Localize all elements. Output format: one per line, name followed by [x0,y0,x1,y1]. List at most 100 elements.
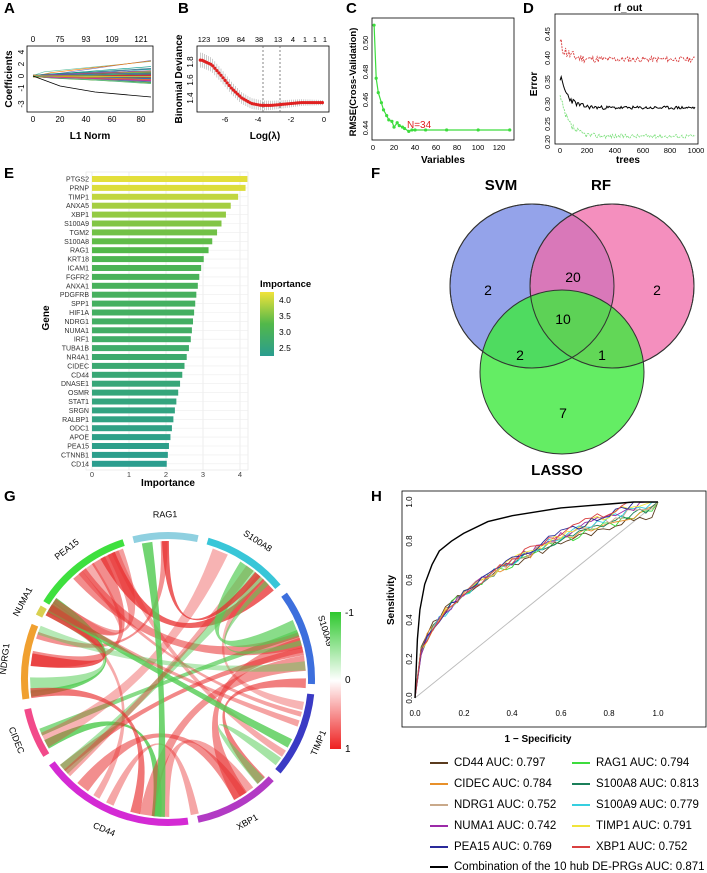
legend-swatch [430,762,448,764]
legend-text: S100A9 AUC: 0.779 [596,799,699,811]
gene-label-osmr: OSMR [68,390,89,397]
gene-label-ndrg1: NDRG1 [64,319,89,326]
panel-h-x-tick: 0.8 [603,709,615,718]
panel-a-x-tick: 40 [82,115,91,124]
panel-a-y-tick: 4 [17,49,26,54]
importance-bar-ndrg1 [92,318,193,324]
panel-c-x-tick: 40 [411,143,419,152]
panel-d-title: rf_out [614,3,643,14]
panel-b-x-label: Log(λ) [250,131,281,142]
panel-e-colorbar [260,292,274,356]
panel-e-x-tick: 1 [127,470,131,479]
panel-b-y-label: Binomial Deviance [175,34,185,123]
roc-legend-combination: Combination of the 10 hub DE-PRGs AUC: 0… [430,861,705,873]
gene-label-srgn: SRGN [69,408,89,415]
panel-f-venn: SVM RF LASSO 2 2 7 20 2 1 10 [370,168,707,488]
importance-bar-cd44 [92,372,182,378]
panel-d-frame [555,14,698,144]
rmse-point [403,127,406,130]
panel-e-gene-labels: PTGS2PRNPTIMP1ANXA5XBP1S100A9TGM2S100A8R… [60,177,90,469]
panel-c-x-tick: 20 [390,143,398,152]
sector-label-cidec: CIDEC [7,725,27,755]
rmse-point [477,128,480,131]
gene-label-ctnnb1: CTNNB1 [61,452,89,459]
panel-a-y-tick: -3 [17,100,26,108]
gene-label-timp1: TIMP1 [68,194,89,201]
gene-label-prnp: PRNP [70,185,90,192]
importance-bar-pea15 [92,443,169,449]
panel-e-legend-tick: 3.0 [279,327,291,337]
panel-g-colorbar [330,612,341,749]
panel-d-oob-error-line [560,77,695,110]
rmse-point [390,120,393,123]
panel-b-points [199,59,324,107]
panel-c-points [372,24,511,133]
panel-a-y-tick: -1 [17,84,26,92]
importance-bar-cd14 [92,461,167,467]
legend-text: CIDEC AUC: 0.784 [454,778,552,790]
panel-c-x-tick: 100 [472,143,485,152]
legend-swatch [430,866,448,868]
panel-d-y-tick: 0.35 [545,75,552,89]
legend-swatch [430,804,448,806]
panel-e-x-label: Importance [141,478,195,488]
panel-h-y-tick: 0.4 [405,614,414,626]
panel-d-x-tick: 0 [558,146,562,155]
gene-label-ralbp1: RALBP1 [62,417,89,424]
gene-label-icam1: ICAM1 [68,266,90,273]
gene-label-irf1: IRF1 [74,337,89,344]
roc-legend-cd44: CD44 AUC: 0.797 [430,757,545,769]
panel-h-x-tick: 0.4 [506,709,518,718]
gene-label-spp1: SPP1 [71,301,89,308]
panel-h-y-tick: 1.0 [405,496,414,508]
rmse-point [372,24,375,27]
panel-e-legend-tick: 3.5 [279,311,291,321]
gene-label-tuba1b: TUBA1B [62,346,90,353]
panel-e-y-label: Gene [41,305,52,330]
rmse-point [396,121,399,124]
importance-bar-anxa5 [92,203,231,209]
gene-label-krt18: KRT18 [67,257,89,264]
panel-a-y-tick: 2 [17,61,26,66]
panel-d-y-tick: 0.45 [545,27,552,41]
gene-label-cd44: CD44 [71,372,89,379]
panel-g-legend-tick: 0 [345,675,351,686]
roc-legend-timp1: TIMP1 AUC: 0.791 [572,820,692,832]
panel-h-roc-curves: 0.0 0.2 0.4 0.6 0.8 1.0 0.0 0.2 0.4 0.6 … [380,490,707,755]
importance-bar-tuba1b [92,345,189,351]
importance-bar-odc1 [92,425,172,431]
gene-label-apoe: APOE [70,435,90,442]
rmse-point [392,125,395,128]
importance-bar-irf1 [92,336,191,342]
panel-b-binomial-deviance: 123 109 84 38 13 4 1 1 1 -6 -4 -2 0 1.8 … [175,0,345,160]
sector-arc-numa1 [36,606,47,618]
panel-a-x-tick: 60 [108,115,117,124]
rmse-point [377,91,380,94]
gene-label-hif1a: HIF1A [69,310,89,317]
importance-bar-s100a9 [92,221,222,227]
importance-bar-icam1 [92,265,201,271]
panel-e-x-tick: 0 [90,470,94,479]
panel-h-y-tick: 0.2 [405,653,414,665]
panel-h-x-tick: 0.0 [409,709,421,718]
panel-b-x-tick: -4 [255,115,262,124]
panel-e-x-tick: 4 [238,470,242,479]
legend-text: CD44 AUC: 0.797 [454,757,545,769]
panel-b-top-tick: 109 [217,35,230,44]
panel-c-x-tick: 80 [453,143,461,152]
panel-d-x-tick: 800 [664,146,677,155]
panel-e-legend-tick: 4.0 [279,295,291,305]
panel-b-y-tick: 1.4 [186,92,195,104]
venn-count-svm-only: 2 [484,282,492,298]
importance-bar-hif1a [92,310,194,316]
panel-b-x-tick: -2 [288,115,295,124]
panel-b-top-tick: 13 [274,35,282,44]
sector-label-timp1: TIMP1 [309,729,329,757]
legend-swatch [430,783,448,785]
panel-h-x-label: 1 − Specificity [505,734,572,745]
panel-c-y-label: RMSE(Cross-Validation) [348,28,359,137]
legend-swatch [572,804,590,806]
panel-b-top-tick: 1 [323,35,327,44]
legend-text: NDRG1 AUC: 0.752 [454,799,556,811]
importance-bar-osmr [92,390,178,396]
